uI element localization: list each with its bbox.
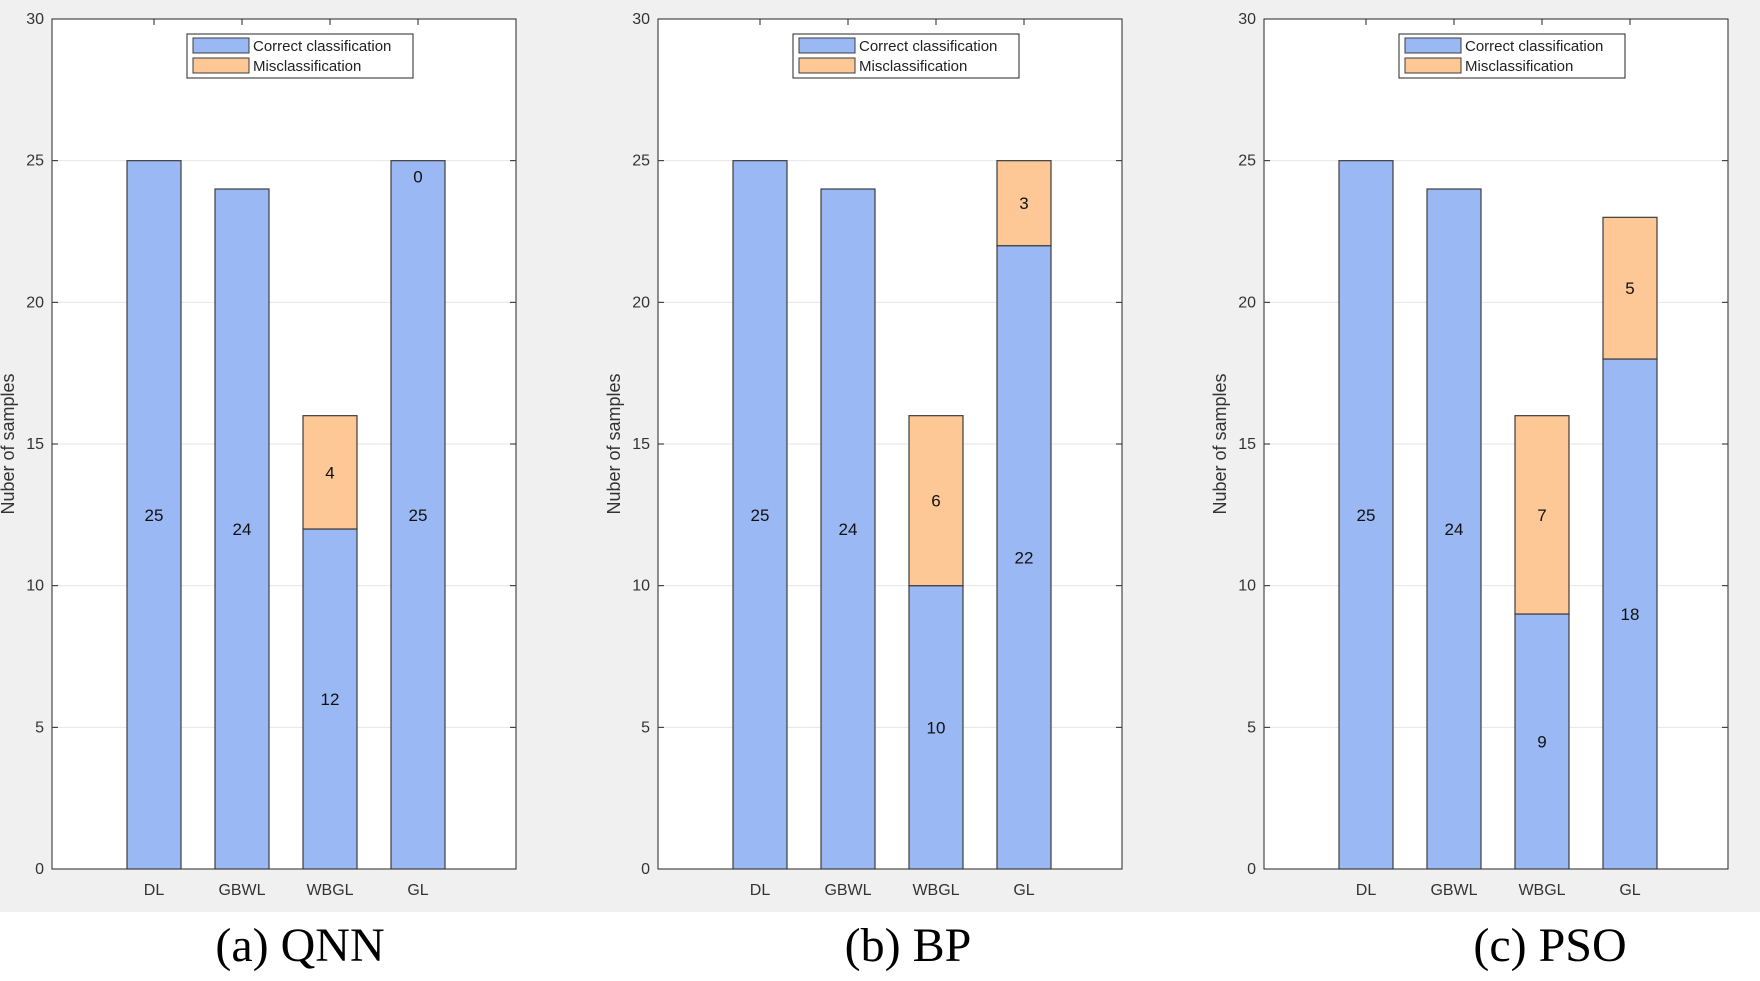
x-tick-label-gbwl: GBWL: [218, 882, 265, 899]
x-tick-label-wbgl: WBGL: [912, 882, 959, 899]
y-tick-label-15: 15: [26, 436, 44, 453]
y-tick-label-30: 30: [26, 11, 44, 28]
bar-correct-gbwl: [820, 188, 876, 870]
legend-swatch-correct: [798, 37, 856, 54]
bar-label-correct-wbgl: 9: [1537, 733, 1546, 752]
bar-misclassification-wbgl: [1514, 415, 1570, 615]
bar-misclassification-gl: [1602, 216, 1658, 360]
legend-swatch-correct: [1404, 37, 1462, 54]
y-tick-label-20: 20: [1238, 294, 1256, 311]
bar-correct-dl: [126, 160, 182, 870]
y-tick-label-15: 15: [632, 436, 650, 453]
bar-misclassification-gl: [996, 160, 1052, 247]
bar-misclassification-wbgl: [302, 415, 358, 530]
x-tick-label-dl: DL: [144, 882, 165, 899]
legend-label-misclassification: Misclassification: [253, 58, 361, 75]
caption-bp: (b) BP: [844, 919, 972, 972]
bar-correct-gbwl: [214, 188, 270, 870]
bar-label-correct-gbwl: 24: [839, 520, 858, 539]
x-tick-label-wbgl: WBGL: [1518, 882, 1565, 899]
legend-swatch-misclassification: [192, 57, 250, 74]
bar-correct-dl: [732, 160, 788, 870]
bar-label-correct-dl: 25: [751, 506, 770, 525]
bar-label-correct-gbwl: 24: [1445, 520, 1464, 539]
chart-qnn: 0 5 10 15 20 25 30 Nuber of samples DL 25 GBWL 24 WB…: [0, 11, 517, 899]
caption-qnn: (a) QNN: [215, 919, 385, 972]
legend-label-correct: Correct classification: [253, 38, 391, 55]
y-tick-label-0: 0: [641, 861, 650, 878]
y-tick-label-5: 5: [641, 719, 650, 736]
bar-label-misclassification-gl: 0: [413, 168, 422, 187]
y-tick-label-0: 0: [35, 861, 44, 878]
y-tick-label-5: 5: [1247, 719, 1256, 736]
bar-correct-wbgl: [1514, 613, 1570, 870]
y-tick-label-10: 10: [1238, 578, 1256, 595]
bar-label-correct-gl: 18: [1621, 605, 1640, 624]
bar-label-misclassification-gl: 3: [1019, 194, 1028, 213]
bar-label-correct-gbwl: 24: [233, 520, 252, 539]
legend-bp: Correct classification Misclassification: [792, 33, 1020, 79]
chart-bp: 0 5 10 15 20 25 30 Nuber of samples DL 25 GBWL 24 WB…: [604, 11, 1123, 899]
bar-label-misclassification-wbgl: 7: [1537, 506, 1546, 525]
bar-correct-gl: [390, 160, 446, 870]
bar-correct-gbwl: [1426, 188, 1482, 870]
bar-correct-gl: [1602, 358, 1658, 870]
x-tick-label-dl: DL: [750, 882, 771, 899]
caption-pso: (c) PSO: [1473, 919, 1627, 972]
bar-correct-gl: [996, 245, 1052, 870]
y-tick-label-30: 30: [632, 11, 650, 28]
legend-label-misclassification: Misclassification: [1465, 58, 1573, 75]
x-tick-label-gl: GL: [407, 882, 428, 899]
legend-swatch-misclassification: [798, 57, 856, 74]
legend-pso: Correct classification Misclassification: [1398, 33, 1626, 79]
bar-label-correct-gl: 25: [409, 506, 428, 525]
y-tick-label-25: 25: [1238, 153, 1256, 170]
bar-label-correct-gl: 22: [1015, 548, 1034, 567]
bar-misclassification-wbgl: [908, 415, 964, 587]
x-tick-label-gbwl: GBWL: [824, 882, 871, 899]
y-axis-label-bp: Nuber of samples: [604, 373, 624, 514]
y-axis-label-pso: Nuber of samples: [1210, 373, 1230, 514]
bar-label-misclassification-gl: 5: [1625, 279, 1634, 298]
bar-label-correct-wbgl: 10: [927, 718, 946, 737]
y-tick-label-20: 20: [632, 294, 650, 311]
legend-swatch-correct: [192, 37, 250, 54]
y-tick-label-15: 15: [1238, 436, 1256, 453]
x-tick-label-wbgl: WBGL: [306, 882, 353, 899]
x-tick-label-dl: DL: [1356, 882, 1377, 899]
legend-label-correct: Correct classification: [1465, 38, 1603, 55]
bar-label-correct-wbgl: 12: [321, 690, 340, 709]
y-tick-label-30: 30: [1238, 11, 1256, 28]
bar-correct-wbgl: [908, 585, 964, 870]
legend-label-misclassification: Misclassification: [859, 58, 967, 75]
bar-correct-wbgl: [302, 528, 358, 870]
x-tick-label-gl: GL: [1619, 882, 1640, 899]
y-tick-label-25: 25: [632, 153, 650, 170]
bar-label-misclassification-wbgl: 6: [931, 492, 940, 511]
y-tick-label-10: 10: [632, 578, 650, 595]
bar-correct-dl: [1338, 160, 1394, 870]
x-tick-label-gl: GL: [1013, 882, 1034, 899]
x-tick-label-gbwl: GBWL: [1430, 882, 1477, 899]
bar-label-correct-dl: 25: [1357, 506, 1376, 525]
legend-qnn: Correct classification Misclassification: [186, 33, 414, 79]
y-tick-label-25: 25: [26, 153, 44, 170]
legend-label-correct: Correct classification: [859, 38, 997, 55]
bar-label-correct-dl: 25: [145, 506, 164, 525]
y-axis-label-qnn: Nuber of samples: [0, 373, 18, 514]
bar-label-misclassification-wbgl: 4: [325, 463, 334, 482]
chart-pso: 0 5 10 15 20 25 30 Nuber of samples DL 25 GBWL 24 WB…: [1210, 11, 1729, 899]
legend-swatch-misclassification: [1404, 57, 1462, 74]
y-tick-label-10: 10: [26, 578, 44, 595]
y-tick-label-5: 5: [35, 719, 44, 736]
y-tick-label-0: 0: [1247, 861, 1256, 878]
y-tick-label-20: 20: [26, 294, 44, 311]
